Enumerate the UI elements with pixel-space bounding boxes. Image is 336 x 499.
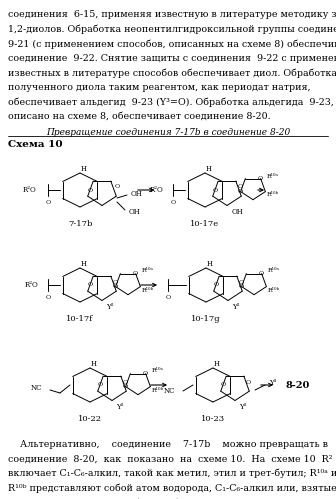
Text: O: O bbox=[133, 271, 138, 276]
Text: обеспечивает альдегид  9-23 (Y³=O). Обработка альдегида  9-23, как: обеспечивает альдегид 9-23 (Y³=O). Обраб… bbox=[8, 97, 336, 106]
Text: полученного диола таким реагентом, как периодат натрия,: полученного диола таким реагентом, как п… bbox=[8, 82, 310, 91]
Text: NC: NC bbox=[31, 384, 42, 392]
Text: O: O bbox=[213, 282, 218, 287]
Text: H: H bbox=[81, 260, 87, 268]
Text: OH: OH bbox=[131, 190, 143, 198]
Text: O: O bbox=[45, 200, 50, 205]
Text: 10-17e: 10-17e bbox=[191, 220, 219, 228]
Text: описано на схеме 8, обеспечивает соединение 8-20.: описано на схеме 8, обеспечивает соедине… bbox=[8, 111, 270, 120]
Text: O: O bbox=[97, 383, 102, 388]
Text: 7-17b: 7-17b bbox=[68, 220, 92, 228]
Text: H: H bbox=[214, 360, 220, 368]
Text: R¹⁰ᵃ: R¹⁰ᵃ bbox=[142, 268, 154, 273]
Text: R¹⁰ᵇ: R¹⁰ᵇ bbox=[268, 287, 280, 292]
Text: соединение  9-22. Снятие защиты с соединения  9-22 с применением: соединение 9-22. Снятие защиты с соедине… bbox=[8, 53, 336, 62]
Text: R¹⁰ᵇ представляют собой атом водорода, C₁-C₆-алкил или, взятые: R¹⁰ᵇ представляют собой атом водорода, C… bbox=[8, 484, 336, 493]
Text: O: O bbox=[113, 284, 118, 289]
Text: O: O bbox=[245, 380, 251, 385]
Text: 10-17f: 10-17f bbox=[66, 315, 94, 323]
Text: R¹⁰ᵇ: R¹⁰ᵇ bbox=[142, 287, 154, 292]
Text: Схема 10: Схема 10 bbox=[8, 140, 62, 149]
Text: включает C₁-C₆-алкил, такой как метил, этил и трет-бутил; R¹⁰ᵃ и: включает C₁-C₆-алкил, такой как метил, э… bbox=[8, 469, 336, 479]
Text: O: O bbox=[170, 200, 176, 205]
Text: 1,2-диолов. Обработка неопентилгидроксильной группы соединения: 1,2-диолов. Обработка неопентилгидроксил… bbox=[8, 24, 336, 34]
Text: O: O bbox=[212, 188, 218, 193]
Text: R¹⁰ᵃ: R¹⁰ᵃ bbox=[268, 268, 280, 273]
Text: 10-23: 10-23 bbox=[201, 415, 225, 423]
Text: O: O bbox=[239, 279, 244, 284]
Text: Превращение соединения 7-17b в соединение 8-20: Превращение соединения 7-17b в соединени… bbox=[46, 128, 290, 137]
Text: Y³: Y³ bbox=[269, 379, 277, 387]
Text: O: O bbox=[87, 188, 92, 193]
Text: O: O bbox=[143, 371, 148, 376]
Text: O: O bbox=[123, 384, 128, 389]
Text: 9-21 (с применением способов, описанных на схеме 8) обеспечивает: 9-21 (с применением способов, описанных … bbox=[8, 39, 336, 48]
Text: R²O: R²O bbox=[24, 281, 38, 289]
Text: R²O: R²O bbox=[22, 186, 36, 194]
Text: H: H bbox=[207, 260, 213, 268]
Text: O: O bbox=[239, 284, 244, 289]
Text: O: O bbox=[115, 185, 120, 190]
Text: соединение  8-20,  как  показано  на  схеме 10.  На  схеме 10  R²: соединение 8-20, как показано на схеме 1… bbox=[8, 455, 333, 464]
Text: Y²: Y² bbox=[232, 303, 240, 311]
Text: O: O bbox=[165, 295, 171, 300]
Text: 8-20: 8-20 bbox=[286, 381, 310, 390]
Text: вместе, представляют собой карбонильную группу; Y² представляет: вместе, представляют собой карбонильную … bbox=[8, 498, 336, 499]
Text: O: O bbox=[220, 383, 225, 388]
Text: R²O: R²O bbox=[149, 186, 163, 194]
Text: Альтернативно,    соединение    7-17b    можно превращать в: Альтернативно, соединение 7-17b можно пр… bbox=[8, 440, 328, 449]
Text: Y²: Y² bbox=[106, 303, 114, 311]
Text: известных в литературе способов обеспечивает диол. Обработка: известных в литературе способов обеспечи… bbox=[8, 68, 336, 77]
Text: Y²: Y² bbox=[239, 403, 247, 411]
Text: O: O bbox=[259, 271, 264, 276]
Text: O: O bbox=[87, 282, 92, 287]
Text: R¹⁰ᵇ: R¹⁰ᵇ bbox=[267, 193, 279, 198]
Text: H: H bbox=[81, 165, 87, 173]
Text: R¹⁰ᵃ: R¹⁰ᵃ bbox=[267, 174, 279, 179]
Text: O: O bbox=[45, 295, 50, 300]
Text: 10-17g: 10-17g bbox=[191, 315, 221, 323]
Text: NC: NC bbox=[164, 387, 175, 395]
Text: R¹⁰ᵇ: R¹⁰ᵇ bbox=[152, 388, 164, 393]
Text: OH: OH bbox=[231, 208, 243, 216]
Text: OH: OH bbox=[129, 208, 141, 216]
Text: O: O bbox=[113, 279, 118, 284]
Text: O: O bbox=[238, 189, 243, 194]
Text: 10-22: 10-22 bbox=[78, 415, 102, 423]
Text: O: O bbox=[258, 176, 263, 181]
Text: H: H bbox=[91, 360, 97, 368]
Text: соединения  6-15, применяя известную в литературе методику защиты: соединения 6-15, применяя известную в ли… bbox=[8, 10, 336, 19]
Text: O: O bbox=[238, 185, 243, 190]
Text: O: O bbox=[122, 380, 128, 385]
Text: H: H bbox=[206, 165, 212, 173]
Text: R¹⁰ᵃ: R¹⁰ᵃ bbox=[152, 368, 164, 373]
Text: Y²: Y² bbox=[116, 403, 124, 411]
